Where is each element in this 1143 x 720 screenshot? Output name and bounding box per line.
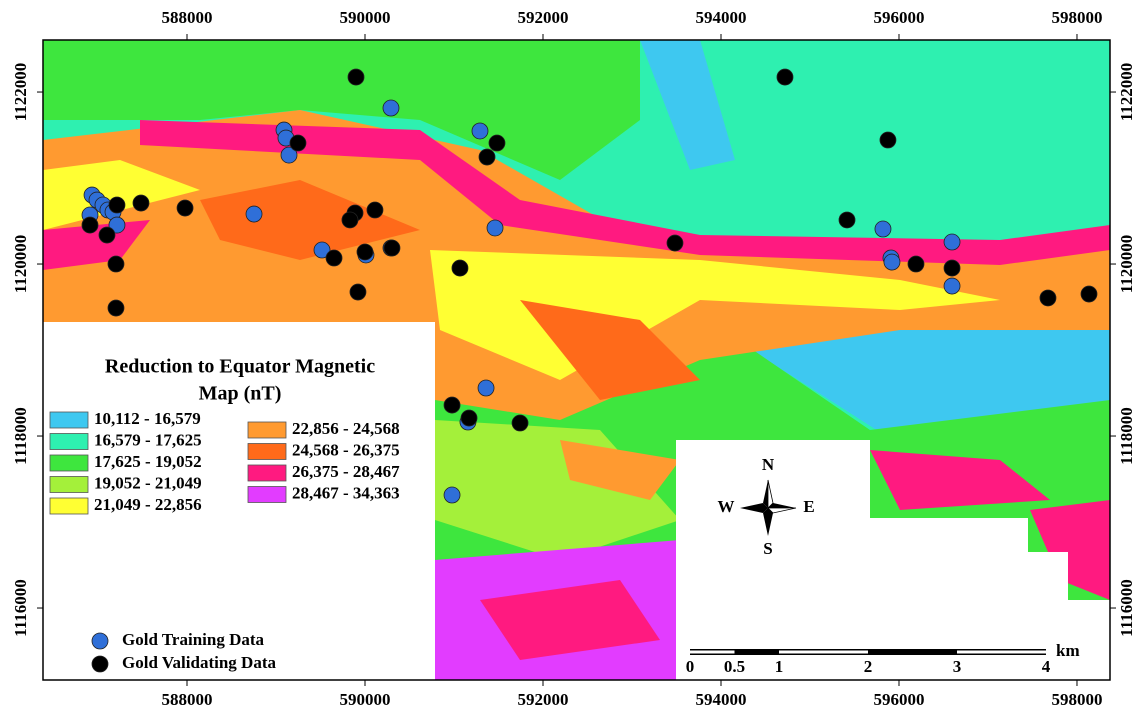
legend-label: 28,467 - 34,363 — [292, 483, 400, 502]
gold-point — [357, 244, 373, 260]
x-tick-label: 588000 — [161, 8, 212, 27]
gold-point — [99, 227, 115, 243]
legend-title: Map (nT) — [199, 383, 282, 405]
legend-label: 26,375 - 28,467 — [292, 462, 400, 481]
legend-label: 17,625 - 19,052 — [94, 452, 202, 471]
scale-unit: km — [1056, 641, 1080, 660]
gold-point — [777, 69, 793, 85]
gold-point — [384, 240, 400, 256]
scale-label: 2 — [864, 657, 873, 676]
gold-point — [326, 250, 342, 266]
y-tick-label: 1116000 — [1117, 579, 1136, 637]
y-tick-label: 1120000 — [11, 235, 30, 294]
gold-point — [880, 132, 896, 148]
scale-label: 1 — [775, 657, 784, 676]
gold-point — [452, 260, 468, 276]
gold-point — [246, 206, 262, 222]
gold-point — [367, 202, 383, 218]
legend-marker — [92, 633, 108, 649]
scale-label: 4 — [1042, 657, 1051, 676]
x-tick-label: 596000 — [873, 8, 924, 27]
legend-label: 22,856 - 24,568 — [292, 419, 400, 438]
gold-point — [383, 100, 399, 116]
gold-point — [133, 195, 149, 211]
scale-bar-segment — [690, 651, 734, 654]
legend-label: 19,052 - 21,049 — [94, 473, 202, 492]
gold-point — [487, 220, 503, 236]
gold-point — [177, 200, 193, 216]
gold-point — [944, 260, 960, 276]
legend-swatch — [50, 412, 88, 428]
x-tick-label: 590000 — [339, 690, 390, 709]
y-tick-label: 1122000 — [11, 63, 30, 122]
legend-swatch — [50, 434, 88, 450]
legend-swatch — [248, 465, 286, 481]
y-tick-label: 1122000 — [1117, 63, 1136, 122]
compass-west: W — [718, 497, 735, 516]
legend-marker — [92, 656, 108, 672]
legend-swatch — [248, 444, 286, 460]
x-tick-label: 596000 — [873, 690, 924, 709]
legend-swatch — [50, 498, 88, 514]
x-tick-label: 594000 — [695, 690, 746, 709]
legend-label: Gold Training Data — [122, 630, 265, 649]
gold-point — [444, 397, 460, 413]
gold-point — [884, 254, 900, 270]
gold-point — [350, 284, 366, 300]
legend-label: Gold Validating Data — [122, 653, 276, 672]
compass-east: E — [803, 497, 814, 516]
gold-point — [908, 256, 924, 272]
legend-swatch — [248, 487, 286, 503]
gold-point — [109, 197, 125, 213]
gold-point — [875, 221, 891, 237]
gold-point — [444, 487, 460, 503]
gold-point — [342, 212, 358, 228]
compass-south: S — [763, 539, 772, 558]
y-tick-label: 1120000 — [1117, 235, 1136, 294]
legend-swatch — [50, 477, 88, 493]
y-tick-label: 1118000 — [1117, 407, 1136, 465]
legend-label: 24,568 - 26,375 — [292, 440, 400, 459]
legend-label: 16,579 - 17,625 — [94, 430, 202, 449]
x-tick-label: 598000 — [1051, 690, 1102, 709]
scale-label: 0 — [686, 657, 695, 676]
x-tick-label: 598000 — [1051, 8, 1102, 27]
x-tick-label: 590000 — [339, 8, 390, 27]
legend-swatch — [248, 422, 286, 438]
gold-point — [489, 135, 505, 151]
gold-point — [348, 69, 364, 85]
gold-point — [290, 135, 306, 151]
y-tick-label: 1118000 — [11, 407, 30, 465]
scale-label: 0.5 — [724, 657, 745, 676]
gold-point — [512, 415, 528, 431]
gold-point — [944, 278, 960, 294]
map-figure: N S W E Reduction to Equator Magnetic Ma… — [0, 0, 1143, 720]
gold-point — [472, 123, 488, 139]
scale-label: 3 — [953, 657, 962, 676]
x-tick-label: 594000 — [695, 8, 746, 27]
y-tick-label: 1116000 — [11, 579, 30, 637]
gold-point — [944, 234, 960, 250]
x-tick-label: 588000 — [161, 690, 212, 709]
gold-point — [839, 212, 855, 228]
gold-point — [667, 235, 683, 251]
gold-point — [1081, 286, 1097, 302]
legend-label: 21,049 - 22,856 — [94, 495, 202, 514]
gold-point — [108, 300, 124, 316]
gold-point — [478, 380, 494, 396]
legend-swatch — [50, 455, 88, 471]
gold-point — [82, 217, 98, 233]
scale-bar-segment — [779, 651, 868, 654]
x-tick-label: 592000 — [517, 690, 568, 709]
legend-label: 10,112 - 16,579 — [94, 409, 201, 428]
gold-point — [479, 149, 495, 165]
legend-title: Reduction to Equator Magnetic — [105, 356, 375, 378]
compass-north: N — [762, 455, 775, 474]
x-tick-label: 592000 — [517, 8, 568, 27]
gold-point — [108, 256, 124, 272]
gold-point — [461, 410, 477, 426]
scale-bar-segment — [957, 651, 1046, 654]
gold-point — [1040, 290, 1056, 306]
